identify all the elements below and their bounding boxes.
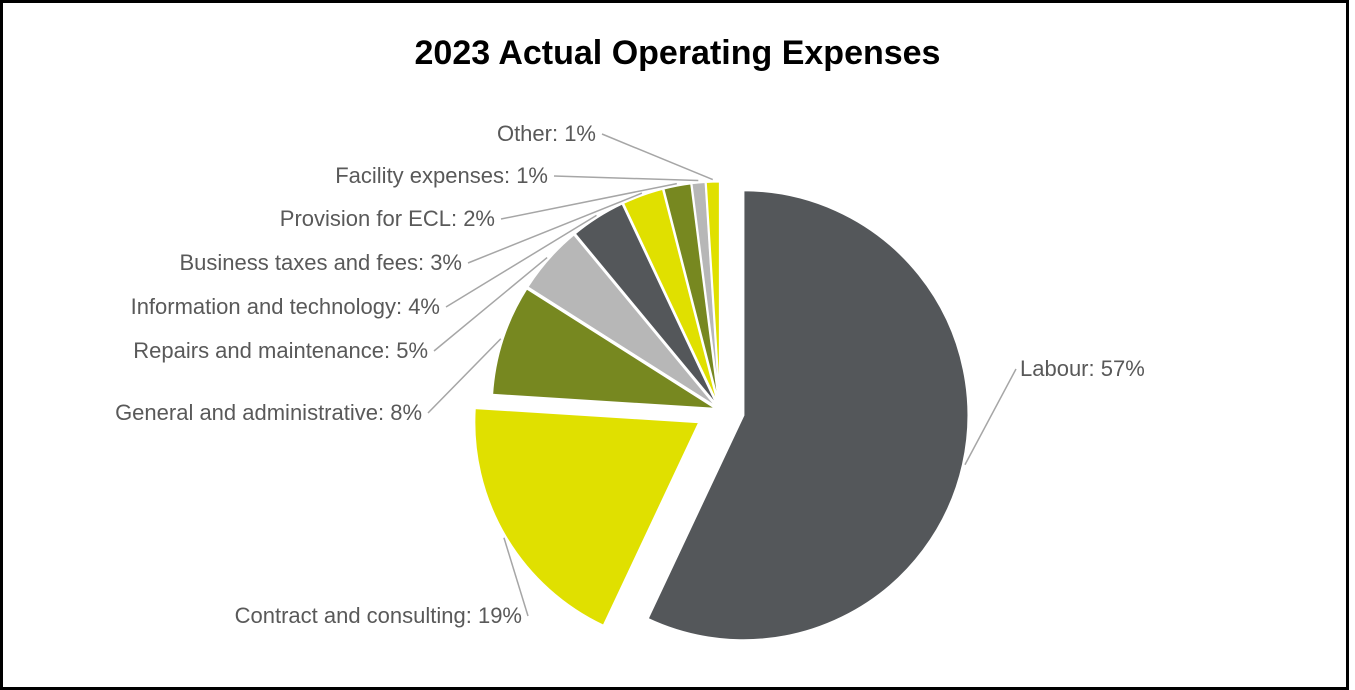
- leader-line-general-and-administrative: [427, 338, 502, 414]
- pie-slice-contract-and-consulting: [473, 407, 701, 628]
- data-label-provision-for-ecl: Provision for ECL: 2%: [280, 206, 495, 231]
- data-label-contract-and-consulting: Contract and consulting: 19%: [235, 603, 522, 628]
- leader-line-facility-expenses: [553, 175, 699, 182]
- pie-slice-labour: [646, 189, 970, 642]
- data-label-general-and-administrative: General and administrative: 8%: [115, 400, 422, 425]
- data-label-other: Other: 1%: [497, 121, 596, 146]
- leader-line-other: [601, 133, 714, 181]
- data-label-repairs-and-maintenance: Repairs and maintenance: 5%: [133, 338, 428, 363]
- leader-line-labour: [964, 368, 1017, 466]
- leader-line-provision-for-ecl: [500, 182, 677, 220]
- leader-line-repairs-and-maintenance: [433, 256, 548, 352]
- leader-line-contract-and-consulting: [503, 537, 529, 617]
- chart-title: 2023 Actual Operating Expenses: [414, 34, 941, 72]
- pie-slice-repairs-and-maintenance: [526, 232, 719, 409]
- data-label-labour: Labour: 57%: [1020, 356, 1145, 381]
- leader-line-information-and-technology: [445, 214, 597, 308]
- data-label-facility-expenses: Facility expenses: 1%: [335, 163, 548, 188]
- pie-slice-other: [704, 180, 721, 407]
- data-label-information-and-technology: Information and technology: 4%: [131, 294, 440, 319]
- leader-line-business-taxes-and-fees: [467, 192, 643, 264]
- data-label-business-taxes-and-fees: Business taxes and fees: 3%: [180, 250, 463, 275]
- pie-slice-general-and-administrative: [491, 286, 718, 410]
